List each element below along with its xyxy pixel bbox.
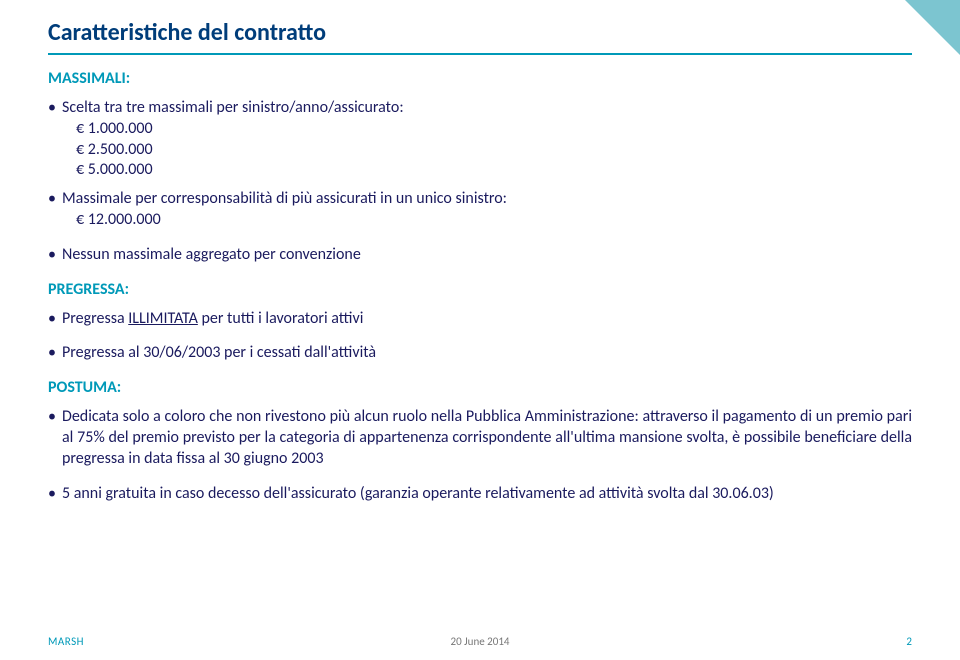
massimali-item-1: Scelta tra tre massimali per sinistro/an… — [48, 98, 912, 181]
value: € 5.000.000 — [76, 160, 912, 181]
title-rule — [48, 53, 912, 55]
massimali-list-2: Massimale per corresponsabilità di più a… — [48, 189, 912, 231]
footer-page-number: 2 — [906, 635, 912, 648]
value: € 12.000.000 — [76, 210, 912, 231]
pregressa-item-1-post: per tutti i lavoratori attivi — [198, 309, 364, 328]
pregressa-item-2: Pregressa al 30/06/2003 per i cessati da… — [48, 343, 912, 364]
pregressa-item-1: Pregressa ILLIMITATA per tutti i lavorat… — [48, 309, 912, 330]
postuma-list: Dedicata solo a coloro che non rivestono… — [48, 407, 912, 469]
massimali-item-2-values: € 12.000.000 — [62, 210, 912, 231]
massimali-item-3: Nessun massimale aggregato per convenzio… — [48, 245, 912, 266]
massimali-item-1-text: Scelta tra tre massimali per sinistro/an… — [62, 98, 404, 117]
pregressa-list: Pregressa ILLIMITATA per tutti i lavorat… — [48, 309, 912, 330]
massimali-list-3: Nessun massimale aggregato per convenzio… — [48, 245, 912, 266]
pregressa-item-2-text: Pregressa al 30/06/2003 per i cessati da… — [62, 343, 376, 362]
massimali-item-2-text: Massimale per corresponsabilità di più a… — [62, 189, 507, 208]
massimali-item-1-values: € 1.000.000 € 2.500.000 € 5.000.000 — [62, 119, 912, 181]
pregressa-item-1-underlined: ILLIMITATA — [128, 309, 198, 328]
slide-title: Caratteristiche del contratto — [48, 18, 912, 47]
postuma-item-2: 5 anni gratuita in caso decesso dell'ass… — [48, 484, 912, 505]
postuma-item-2-text: 5 anni gratuita in caso decesso dell'ass… — [62, 484, 774, 503]
section-massimali-label: MASSIMALI: — [48, 69, 912, 88]
pregressa-item-1-pre: Pregressa — [62, 309, 128, 328]
footer-date: 20 June 2014 — [451, 635, 510, 648]
postuma-item-1-text: Dedicata solo a coloro che non rivestono… — [62, 407, 912, 468]
footer-brand: MARSH — [48, 635, 84, 648]
section-pregressa-label: PREGRESSA: — [48, 280, 912, 299]
postuma-list-2: 5 anni gratuita in caso decesso dell'ass… — [48, 484, 912, 505]
postuma-item-1: Dedicata solo a coloro che non rivestono… — [48, 407, 912, 469]
value: € 2.500.000 — [76, 140, 912, 161]
massimali-item-3-text: Nessun massimale aggregato per convenzio… — [62, 245, 361, 264]
value: € 1.000.000 — [76, 119, 912, 140]
footer: MARSH 20 June 2014 2 — [48, 635, 912, 648]
corner-accent — [905, 0, 960, 55]
massimali-item-2: Massimale per corresponsabilità di più a… — [48, 189, 912, 231]
slide-content: Caratteristiche del contratto MASSIMALI:… — [0, 0, 960, 504]
section-postuma-label: POSTUMA: — [48, 378, 912, 397]
pregressa-list-2: Pregressa al 30/06/2003 per i cessati da… — [48, 343, 912, 364]
massimali-list: Scelta tra tre massimali per sinistro/an… — [48, 98, 912, 181]
